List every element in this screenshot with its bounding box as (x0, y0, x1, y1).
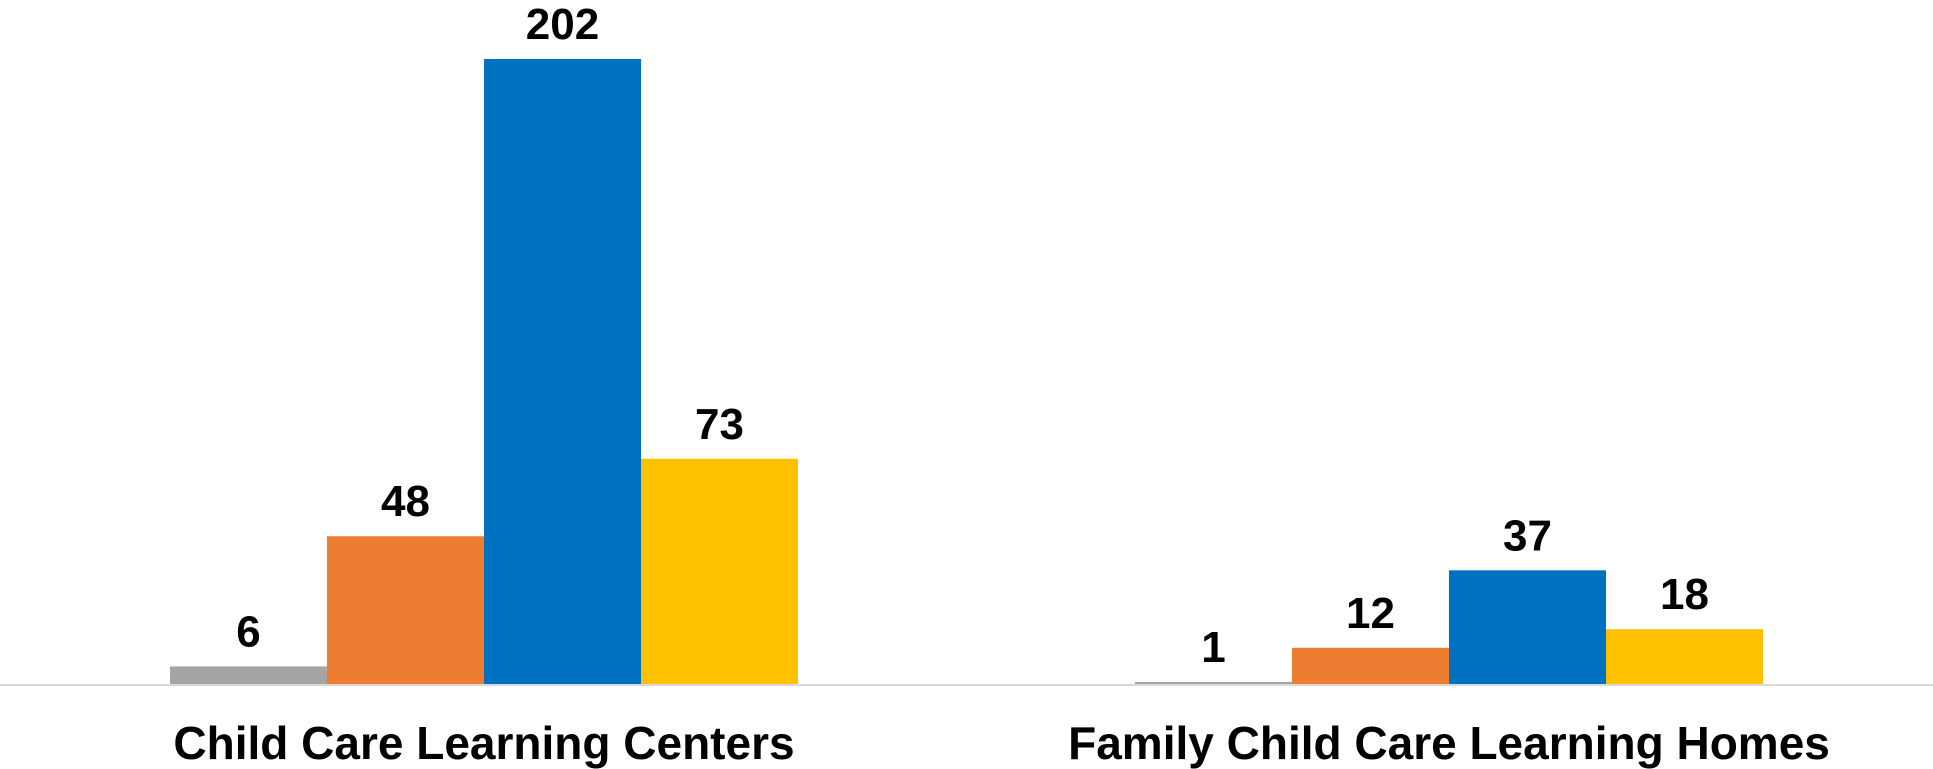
bar-child-care-learning-centers-series-1 (170, 666, 327, 685)
bar-family-child-care-learning-homes-series-4 (1606, 629, 1763, 685)
bar-child-care-learning-centers-series-3 (484, 59, 641, 685)
data-label-family-child-care-learning-homes-series-3: 37 (1503, 511, 1552, 560)
data-label-family-child-care-learning-homes-series-2: 12 (1346, 589, 1395, 638)
bar-family-child-care-learning-homes-series-2 (1292, 647, 1449, 685)
data-label-child-care-learning-centers-series-4: 73 (695, 400, 744, 449)
bar-family-child-care-learning-homes-series-1 (1135, 681, 1292, 685)
data-label-family-child-care-learning-homes-series-4: 18 (1660, 570, 1709, 619)
data-label-family-child-care-learning-homes-series-1: 1 (1201, 623, 1225, 672)
data-labels-group: 6 48 202 73 1 12 37 18 (236, 0, 1709, 672)
category-label-family-child-care-learning-homes: Family Child Care Learning Homes (1068, 717, 1830, 769)
bar-family-child-care-learning-homes-series-3 (1449, 570, 1606, 685)
category-labels-group: Child Care Learning Centers Family Child … (173, 717, 1829, 769)
data-label-child-care-learning-centers-series-2: 48 (381, 477, 430, 526)
bar-child-care-learning-centers-series-4 (641, 458, 798, 685)
bar-child-care-learning-centers-series-2 (327, 536, 484, 685)
data-label-child-care-learning-centers-series-3: 202 (526, 0, 599, 49)
data-label-child-care-learning-centers-series-1: 6 (236, 607, 260, 656)
bars-group (170, 59, 1763, 685)
category-label-child-care-learning-centers: Child Care Learning Centers (173, 717, 794, 769)
